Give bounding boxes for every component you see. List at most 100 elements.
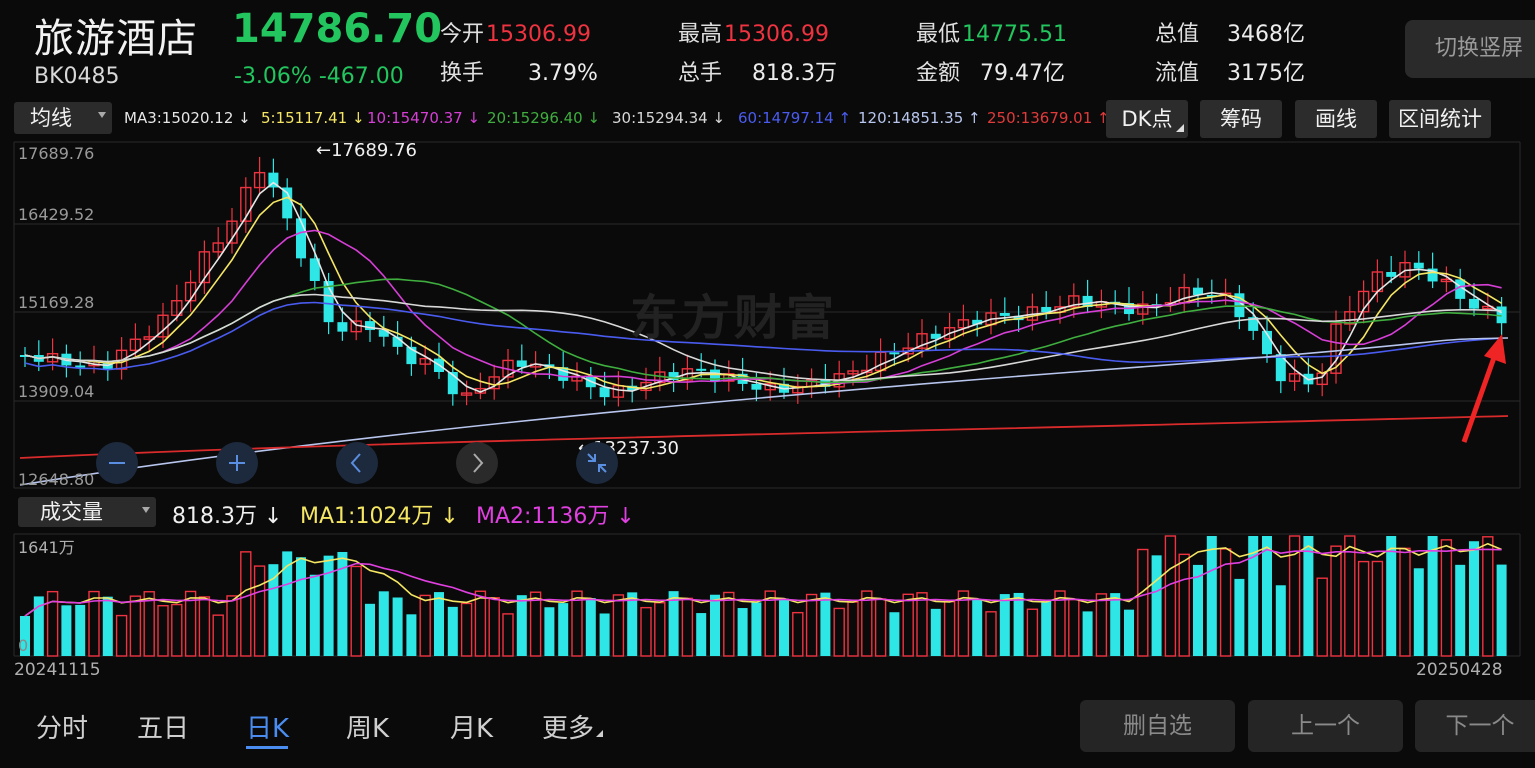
volume-bar (419, 594, 431, 657)
volume-bar (1303, 536, 1314, 656)
volume-ma1: MA1:1024万 ↓ (300, 504, 459, 529)
dk-point-button[interactable]: DK点 (1106, 100, 1188, 138)
tab-more[interactable]: 更多 (542, 708, 604, 745)
volume-bar (902, 593, 914, 657)
tab-intraday[interactable]: 分时 (36, 714, 89, 744)
remove-watchlist-button[interactable]: 删自选 (1080, 700, 1235, 752)
volume-bar (1151, 555, 1162, 656)
volume-bar (337, 551, 348, 656)
candle-body (930, 333, 941, 339)
stat-turnover: 换手 3.79% (440, 61, 598, 86)
volume-bar (129, 595, 142, 657)
candle-body (282, 187, 293, 219)
chip-button[interactable]: 筹码 (1200, 100, 1282, 138)
shrink-icon (587, 453, 607, 473)
switch-portrait-button[interactable]: 切换竖屏 (1405, 20, 1535, 78)
candle-body (1427, 268, 1438, 282)
candlestick-chart[interactable] (0, 140, 1535, 490)
volume-dropdown[interactable]: 成交量 (18, 497, 156, 527)
tab-weekly-k[interactable]: 周K (346, 714, 390, 744)
high-price-marker: ←17689.76 (316, 140, 417, 161)
volume-bar (350, 565, 362, 657)
volume-bar (157, 604, 169, 657)
candle-body (1262, 330, 1272, 355)
range-stats-button[interactable]: 区间统计 (1389, 100, 1491, 138)
tab-five-day[interactable]: 五日 (137, 714, 190, 744)
volume-bar (1219, 548, 1232, 657)
shrink-button[interactable] (576, 442, 618, 484)
price-change: -3.06% -467.00 (234, 64, 404, 89)
volume-bar (392, 597, 403, 656)
candle-body (710, 369, 720, 382)
volume-bar (1026, 608, 1039, 657)
volume-bar (253, 565, 266, 657)
candle-body (212, 242, 224, 253)
volume-bar (434, 592, 444, 656)
previous-button[interactable]: 上一个 (1248, 700, 1403, 752)
volume-bar (751, 602, 762, 656)
red-arrow-annotation (1461, 334, 1506, 443)
ma60-value: 60:14797.14 ↑ (738, 109, 852, 127)
candle-body (474, 387, 487, 394)
volume-chart (13, 533, 1521, 657)
volume-bar (447, 606, 458, 656)
tab-daily-k[interactable]: 日K (246, 708, 289, 749)
volume-bar (1344, 535, 1356, 657)
candle-body (957, 319, 970, 329)
volume-bar (1288, 535, 1301, 657)
candle-body (751, 383, 762, 390)
volume-bar (1124, 609, 1134, 656)
volume-bar (1262, 536, 1272, 656)
candle-body (240, 186, 252, 222)
ma-line (24, 229, 1502, 385)
next-button[interactable]: 下一个 (1415, 700, 1535, 752)
scroll-left-button[interactable] (336, 442, 378, 484)
candle-body (599, 387, 610, 398)
zoom-out-button[interactable] (96, 442, 138, 484)
volume-bar (171, 603, 183, 657)
candle-body (889, 352, 900, 355)
candle-body (972, 319, 983, 325)
candle-body (337, 322, 348, 332)
volume-bar (102, 596, 113, 656)
volume-bar (1248, 536, 1259, 656)
candle-body (268, 172, 279, 188)
volume-bar (999, 594, 1010, 656)
volume-top-tick: 1641万 (18, 538, 75, 557)
volume-bar (1164, 535, 1177, 657)
volume-bar (558, 603, 569, 656)
volume-bar (1371, 560, 1384, 657)
volume-bar (820, 592, 831, 656)
tab-monthly-k[interactable]: 月K (450, 714, 494, 744)
volume-bar (681, 597, 694, 657)
scroll-right-button[interactable] (456, 442, 498, 484)
ma-dropdown[interactable]: 均线 (14, 102, 112, 134)
volume-bar (916, 592, 928, 657)
volume-bar (1413, 568, 1424, 656)
candle-body (309, 258, 320, 282)
draw-line-button[interactable]: 画线 (1295, 100, 1377, 138)
candle-body (253, 171, 266, 189)
candle-body (1234, 293, 1245, 318)
stat-high: 最高15306.99 (678, 22, 829, 47)
volume-bar (1275, 585, 1286, 656)
volume-bar (143, 591, 155, 657)
ma250-value: 250:13679.01 ↑ (987, 109, 1110, 127)
candle-body (365, 321, 375, 331)
volume-bar (1137, 548, 1149, 657)
volume-bar (889, 612, 900, 656)
zoom-in-button[interactable] (216, 442, 258, 484)
volume-bar (1068, 598, 1080, 657)
volume-bar (861, 590, 873, 657)
stat-total-hands: 总手 818.3万 (678, 61, 837, 86)
volume-bar (1054, 590, 1066, 657)
candle-body (447, 372, 458, 395)
candle-body (1193, 287, 1203, 296)
candle-body (129, 338, 142, 352)
candle-body (792, 385, 804, 394)
volume-bar (20, 616, 30, 656)
active-tab-indicator (246, 746, 288, 749)
volume-bar (75, 604, 86, 656)
volume-bar (957, 590, 970, 657)
volume-bar (972, 599, 983, 656)
